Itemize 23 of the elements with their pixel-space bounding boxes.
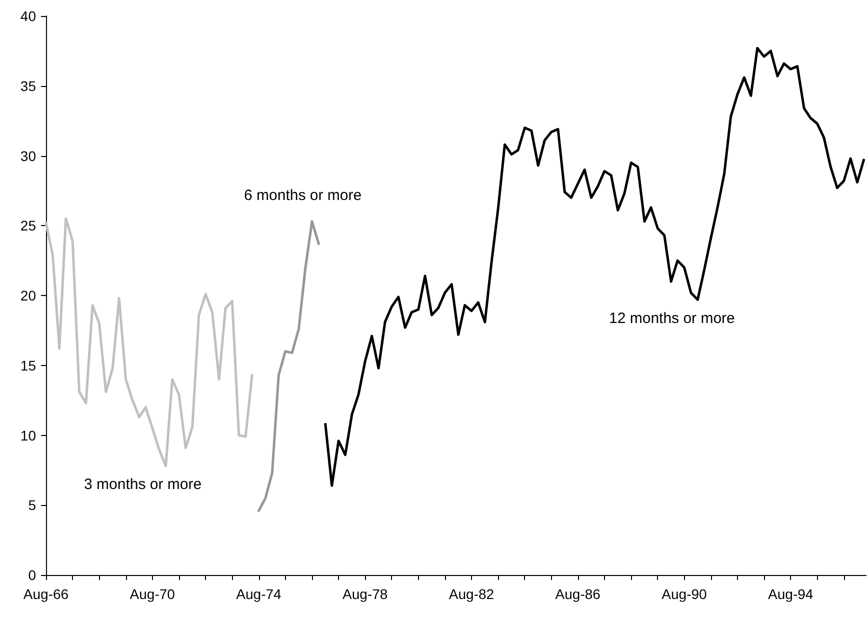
x-tick-label: Aug-78 [342,586,388,602]
x-tick-label: Aug-94 [768,586,814,602]
y-tick-label: 20 [20,288,36,304]
line-series [324,46,865,487]
y-tick-label: 40 [20,8,36,24]
x-tick-label: Aug-70 [130,586,176,602]
x-tick-label: Aug-90 [662,586,708,602]
line-series [258,220,320,512]
series-label: 3 months or more [84,476,202,493]
x-tick-label: Aug-74 [236,586,282,602]
y-tick-label: 15 [20,357,36,374]
y-tick-label: 0 [28,567,36,583]
x-tick-label: Aug-66 [23,586,69,602]
line-series [44,217,254,468]
y-tick-label: 25 [20,218,36,234]
y-tick-label: 5 [28,497,36,514]
text: 12 months or more [609,310,735,327]
x-tick-label: Aug-82 [448,586,494,602]
y-tick-label: 35 [20,78,36,94]
x-tick-label: Aug-86 [555,586,601,602]
series-label: 6 months or more [244,187,362,204]
y-tick-label: 30 [20,148,36,164]
y-tick-label: 10 [20,427,36,444]
